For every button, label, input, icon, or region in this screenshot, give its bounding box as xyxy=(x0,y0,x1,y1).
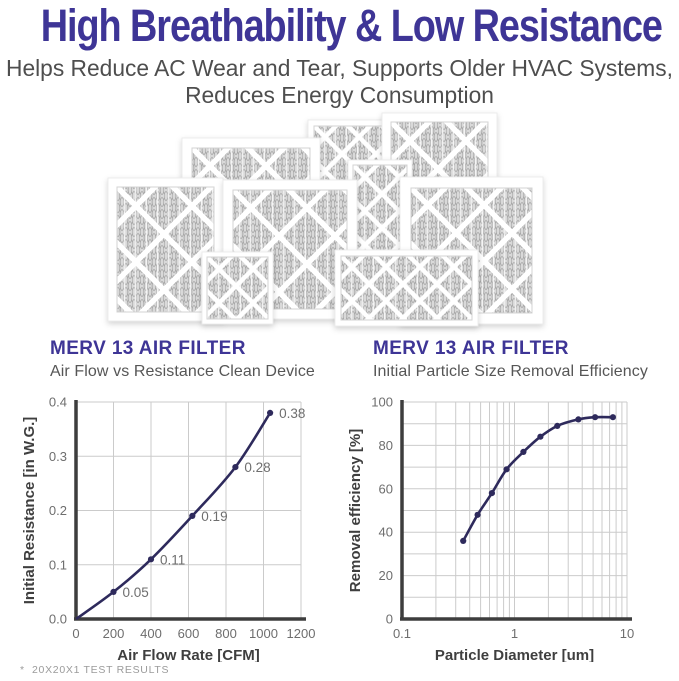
page-subtitle-line1: Helps Reduce AC Wear and Tear, Supports … xyxy=(6,55,673,81)
left-chart-heading: MERV 13 AIR FILTER xyxy=(50,338,246,359)
svg-text:0.4: 0.4 xyxy=(49,395,67,410)
left-chart-subheading: Air Flow vs Resistance Clean Device xyxy=(50,363,315,380)
svg-text:0.1: 0.1 xyxy=(393,626,411,641)
svg-text:600: 600 xyxy=(178,626,200,641)
svg-text:0.1: 0.1 xyxy=(49,557,67,572)
filter-front-left xyxy=(107,177,224,322)
svg-text:40: 40 xyxy=(379,525,393,540)
filter-front-wide xyxy=(334,249,479,327)
filter-front-center xyxy=(222,179,358,320)
svg-text:0.38: 0.38 xyxy=(279,406,305,421)
svg-text:0.19: 0.19 xyxy=(201,509,227,524)
test-results-footnote: * 20X20X1 TEST RESULTS xyxy=(20,664,170,676)
svg-text:100: 100 xyxy=(371,395,393,410)
svg-text:20: 20 xyxy=(379,568,393,583)
svg-text:80: 80 xyxy=(379,438,393,453)
page-subtitle-line2: Reduces Energy Consumption xyxy=(185,81,494,108)
svg-text:0.0: 0.0 xyxy=(49,612,67,627)
right-chart-subheading: Initial Particle Size Removal Efficiency xyxy=(373,363,648,380)
filter-front-small xyxy=(201,251,274,325)
svg-text:10: 10 xyxy=(620,626,634,641)
svg-text:60: 60 xyxy=(379,481,393,496)
particle-removal-efficiency-chart: 0 20 40 60 80 100 0.1 1 10 Particle Diameter [um]… xyxy=(347,395,634,663)
svg-text:1: 1 xyxy=(511,626,518,641)
svg-text:0.05: 0.05 xyxy=(123,585,149,600)
page-title: High Breathability & Low Resistance xyxy=(40,0,663,52)
svg-text:0.28: 0.28 xyxy=(244,460,270,475)
svg-text:Air Flow Rate [CFM]: Air Flow Rate [CFM] xyxy=(117,647,260,662)
svg-text:0.3: 0.3 xyxy=(49,449,67,464)
svg-text:0.2: 0.2 xyxy=(49,503,67,518)
svg-text:Initial Resistance [in W.G.]: Initial Resistance [in W.G.] xyxy=(21,417,38,605)
svg-text:Removal efficiency [%]: Removal efficiency [%] xyxy=(347,429,364,592)
svg-text:1000: 1000 xyxy=(249,626,278,641)
svg-text:Particle Diameter [um]: Particle Diameter [um] xyxy=(435,647,594,662)
svg-text:400: 400 xyxy=(140,626,162,641)
svg-text:200: 200 xyxy=(103,626,125,641)
page-subtitle: Helps Reduce AC Wear and Tear, Supports … xyxy=(3,55,675,108)
svg-text:800: 800 xyxy=(215,626,237,641)
air-filter-collage-image xyxy=(75,110,555,338)
svg-text:1200: 1200 xyxy=(287,626,316,641)
svg-text:0: 0 xyxy=(72,626,79,641)
airflow-resistance-chart: 0.0 0.1 0.2 0.3 0.4 0 200 400 600 800 1000 1200 Air … xyxy=(21,395,316,663)
right-chart-heading: MERV 13 AIR FILTER xyxy=(373,338,569,359)
svg-text:0: 0 xyxy=(386,612,393,627)
svg-text:0.11: 0.11 xyxy=(160,552,185,567)
